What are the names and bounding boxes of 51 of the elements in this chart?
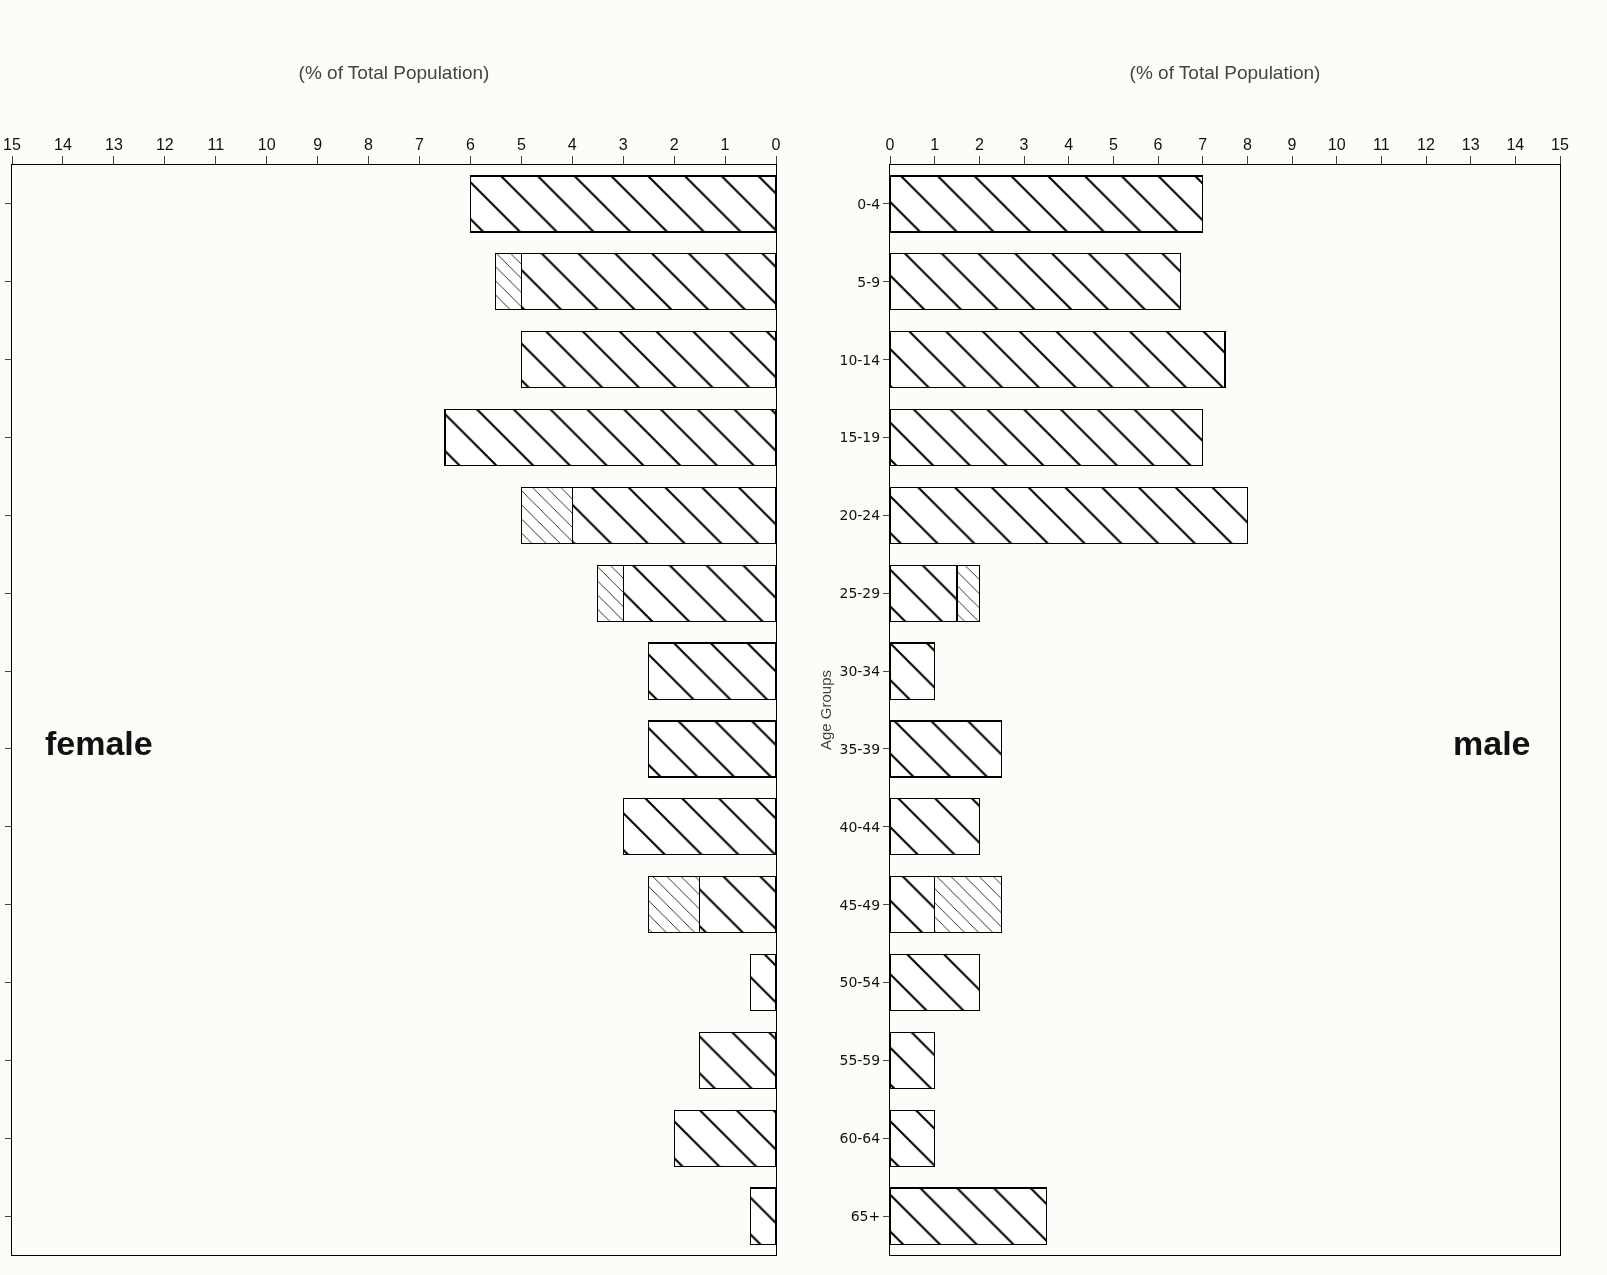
annotation: female [45,724,153,762]
y-tick-label: 25-29 [839,585,881,602]
x-tick-label: 9 [313,135,323,153]
x-tick-label: 4 [567,135,577,153]
x-tick-label: 5 [1108,135,1118,153]
y-axis-title: Age Groups [816,669,834,751]
y-tick-label: 0-4 [857,195,881,212]
x-tick-label: 3 [1019,135,1029,153]
x-tick-label: 9 [1287,135,1297,153]
y-tick-label: 5-9 [857,273,881,290]
y-tick-label: 50-54 [839,974,881,991]
x-tick-label: 1 [720,135,730,153]
x-tick-label: 15 [1551,135,1569,153]
x-tick-label: 10 [1327,135,1346,153]
x-tick-label: 10 [257,135,276,153]
x-tick-label: 3 [618,135,628,153]
y-tick-label: 15-19 [839,429,881,446]
x-tick-label: 12 [1417,135,1435,153]
x-tick-label: 8 [364,135,374,153]
x-tick-label: 7 [1198,135,1208,153]
y-tick-label: 40-44 [839,818,881,835]
x-tick-label: 15 [3,135,21,153]
x-tick-label: 6 [465,135,475,153]
y-tick-label: 65+ [850,1207,881,1224]
y-tick-label: 55-59 [839,1052,881,1069]
x-tick-label: 0 [885,135,895,153]
x-tick-label: 0 [771,135,781,153]
x-tick-label: 14 [1506,135,1525,153]
x-tick-label: 1 [930,135,940,153]
y-tick-label: 60-64 [839,1130,881,1147]
y-tick-label: 35-39 [839,740,881,757]
annotation: male [1453,724,1531,762]
y-tick-label: 20-24 [839,507,881,524]
y-tick-label: 10-14 [839,351,881,368]
x-tick-label: 14 [54,135,72,153]
y-tick-label: 30-34 [839,662,881,679]
x-tick-label: 6 [1153,135,1163,153]
x-tick-label: 8 [1242,135,1252,153]
x-tick-label: 13 [1461,135,1480,153]
x-tick-label: 2 [669,135,679,153]
x-tick-label: 4 [1064,135,1074,153]
x-tick-label: 11 [207,135,225,153]
x-tick-label: 2 [974,135,984,153]
x-axis-title: (% of Total Population) [1129,62,1321,84]
x-tick-label: 11 [1373,135,1390,153]
x-tick-label: 7 [415,135,425,153]
y-tick-label: 45-49 [839,896,881,913]
x-tick-label: 13 [104,135,123,153]
x-tick-label: 5 [516,135,526,153]
x-axis-title: (% of Total Population) [298,62,490,84]
x-tick-label: 12 [155,135,174,153]
